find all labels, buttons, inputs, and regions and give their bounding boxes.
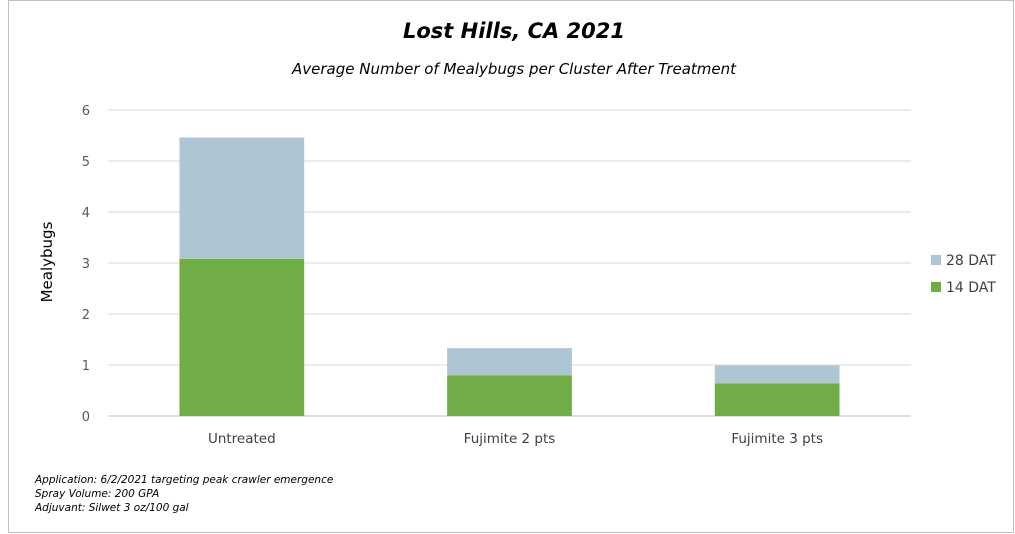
chart-title: Lost Hills, CA 2021 bbox=[403, 19, 625, 43]
y-tick-label: 2 bbox=[82, 308, 90, 323]
note-application: Application: 6/2/2021 targeting peak cra… bbox=[35, 474, 334, 486]
legend-swatch bbox=[931, 282, 941, 292]
bar-segment bbox=[447, 375, 572, 416]
legend-label: 14 DAT bbox=[946, 280, 996, 296]
bar-segment bbox=[179, 258, 305, 416]
chart-subtitle: Average Number of Mealybugs per Cluster … bbox=[291, 60, 737, 78]
y-tick-label: 1 bbox=[82, 359, 90, 374]
bar-segment bbox=[179, 137, 305, 259]
y-tick-label: 6 bbox=[82, 104, 90, 119]
legend: 28 DAT 14 DAT bbox=[931, 253, 996, 296]
x-tick-label: Untreated bbox=[208, 431, 276, 447]
y-axis-label: Mealybugs bbox=[38, 221, 56, 302]
y-tick-label: 0 bbox=[82, 410, 90, 425]
x-tick-label: Fujimite 3 pts bbox=[731, 431, 823, 447]
notes: Application: 6/2/2021 targeting peak cra… bbox=[35, 473, 333, 515]
y-axis-ticks: 0 1 2 3 4 5 6 bbox=[82, 104, 90, 425]
bar-segment bbox=[447, 348, 572, 376]
legend-label: 28 DAT bbox=[946, 253, 996, 269]
y-tick-label: 3 bbox=[82, 257, 90, 272]
x-axis-ticks: Untreated Fujimite 2 pts Fujimite 3 pts bbox=[208, 431, 823, 447]
bar-segment bbox=[714, 365, 840, 384]
chart-frame bbox=[8, 0, 1014, 533]
y-tick-label: 5 bbox=[82, 155, 90, 170]
legend-swatch bbox=[931, 255, 941, 265]
bars bbox=[179, 137, 840, 416]
bar-segment bbox=[714, 383, 840, 416]
y-tick-label: 4 bbox=[82, 206, 90, 221]
x-tick-label: Fujimite 2 pts bbox=[464, 431, 556, 447]
note-spray-volume: Spray Volume: 200 GPA bbox=[35, 488, 160, 500]
note-adjuvant: Adjuvant: Silwet 3 oz/100 gal bbox=[35, 502, 189, 514]
